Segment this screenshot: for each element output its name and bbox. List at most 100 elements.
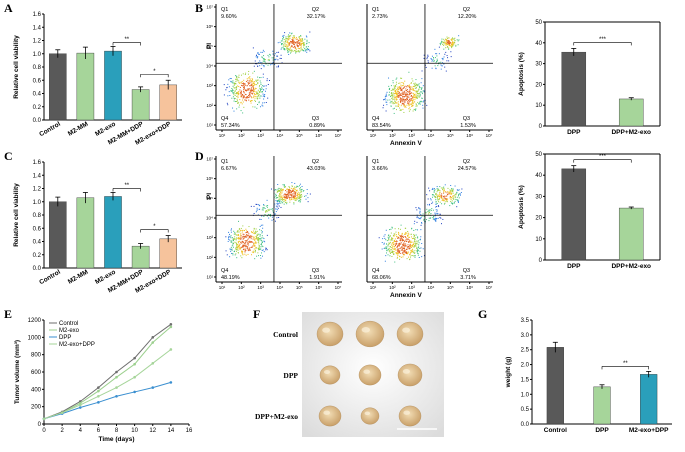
flow-dot bbox=[236, 245, 238, 247]
flow-dot bbox=[396, 102, 398, 104]
flow-dot bbox=[403, 98, 405, 100]
flow-dot bbox=[243, 79, 245, 81]
flow-dot bbox=[398, 82, 400, 84]
flow-dot bbox=[235, 239, 237, 241]
flow-dot bbox=[397, 93, 399, 95]
y-tick-label: 0 bbox=[539, 124, 543, 130]
flow-dot bbox=[228, 231, 230, 233]
flow-dot bbox=[252, 88, 254, 90]
flow-dot bbox=[414, 101, 416, 103]
flow-dot bbox=[256, 237, 258, 239]
flow-dot bbox=[297, 191, 299, 193]
flow-dot bbox=[405, 88, 407, 90]
flow-dot bbox=[405, 94, 407, 96]
flow-dot bbox=[394, 241, 396, 243]
flow-dot bbox=[412, 237, 414, 239]
flow-dot bbox=[401, 238, 403, 240]
flow-dot bbox=[402, 94, 404, 96]
flow-dot bbox=[287, 197, 289, 199]
flow-dot bbox=[252, 245, 254, 247]
flow-dot bbox=[451, 202, 453, 204]
flow-dot bbox=[403, 242, 405, 244]
flow-dot bbox=[282, 188, 284, 190]
x-tick-label: 10 bbox=[131, 428, 138, 434]
flow-dot bbox=[427, 60, 429, 62]
flow-dot bbox=[426, 208, 428, 210]
flow-dot bbox=[258, 249, 260, 251]
flow-dot bbox=[394, 244, 396, 246]
flow-dot bbox=[236, 80, 238, 82]
flow-dot bbox=[443, 48, 445, 50]
flow-dot bbox=[245, 232, 247, 234]
flow-dot bbox=[400, 89, 402, 91]
flow-dot bbox=[252, 87, 254, 89]
flow-dot bbox=[261, 252, 263, 254]
flow-dot bbox=[230, 237, 232, 239]
flow-dot bbox=[450, 184, 452, 186]
flow-dot bbox=[388, 238, 390, 240]
flow-dot bbox=[410, 86, 412, 88]
flow-dot bbox=[386, 243, 388, 245]
flow-dot bbox=[397, 87, 399, 89]
flow-dot bbox=[240, 227, 242, 229]
flow-dot bbox=[408, 84, 410, 86]
flow-dot bbox=[289, 192, 291, 194]
flow-dot bbox=[292, 50, 294, 52]
legend-label-1: M2-exo bbox=[59, 328, 80, 334]
flow-dot bbox=[295, 38, 297, 40]
flow-y-tick-label: 10² bbox=[206, 103, 213, 108]
flow-dot bbox=[442, 62, 444, 64]
flow-dot bbox=[432, 196, 434, 198]
flow-dot bbox=[278, 51, 280, 53]
flow-dot bbox=[430, 58, 432, 60]
flow-dot bbox=[263, 61, 265, 63]
flow-dot bbox=[393, 242, 395, 244]
q4-value: 83.54% bbox=[372, 123, 391, 129]
flow-dot bbox=[255, 236, 257, 238]
y-tick-label: 0.8 bbox=[33, 213, 42, 219]
flow-dot bbox=[400, 109, 402, 111]
flow-dot bbox=[257, 76, 259, 78]
flow-dot bbox=[391, 92, 393, 94]
flow-dot bbox=[249, 92, 251, 94]
flow-x-tick-label: 10² bbox=[389, 133, 396, 138]
flow-dot bbox=[410, 252, 412, 254]
flow-dot bbox=[283, 196, 285, 198]
flow-dot bbox=[255, 238, 257, 240]
flow-dot bbox=[309, 31, 311, 33]
flow-dot bbox=[391, 238, 393, 240]
flow-dot bbox=[402, 248, 404, 250]
flow-dot bbox=[285, 196, 287, 198]
flow-dot bbox=[398, 86, 400, 88]
flow-dot bbox=[292, 198, 294, 200]
flow-dot bbox=[430, 209, 432, 211]
flow-dot bbox=[426, 219, 428, 221]
flow-dot bbox=[417, 85, 419, 87]
y-tick-label: 1.2 bbox=[33, 187, 42, 193]
flow-dot bbox=[445, 47, 447, 49]
flow-dot bbox=[390, 95, 392, 97]
flow-dot bbox=[287, 193, 289, 195]
bar-2 bbox=[104, 50, 122, 121]
flow-dot bbox=[289, 194, 291, 196]
flow-dot bbox=[391, 238, 393, 240]
flow-dot bbox=[290, 187, 292, 189]
flow-dot bbox=[397, 248, 399, 250]
flow-dot bbox=[288, 34, 290, 36]
flow-dot bbox=[265, 247, 267, 249]
flow-dot bbox=[252, 95, 254, 97]
flow-dot bbox=[442, 196, 444, 198]
flow-dot bbox=[392, 103, 394, 105]
flow-dot bbox=[393, 93, 395, 95]
flow-dot bbox=[399, 93, 401, 95]
flow-dot bbox=[250, 205, 252, 207]
flow-dot bbox=[281, 47, 283, 49]
flow-dot bbox=[250, 241, 252, 243]
flow-dot bbox=[246, 239, 248, 241]
flow-dot bbox=[281, 196, 283, 198]
flow-dot bbox=[459, 193, 461, 195]
flow-dot bbox=[296, 197, 298, 199]
flow-dot bbox=[298, 42, 300, 44]
sig-label: *** bbox=[599, 37, 607, 43]
flow-dot bbox=[385, 246, 387, 248]
